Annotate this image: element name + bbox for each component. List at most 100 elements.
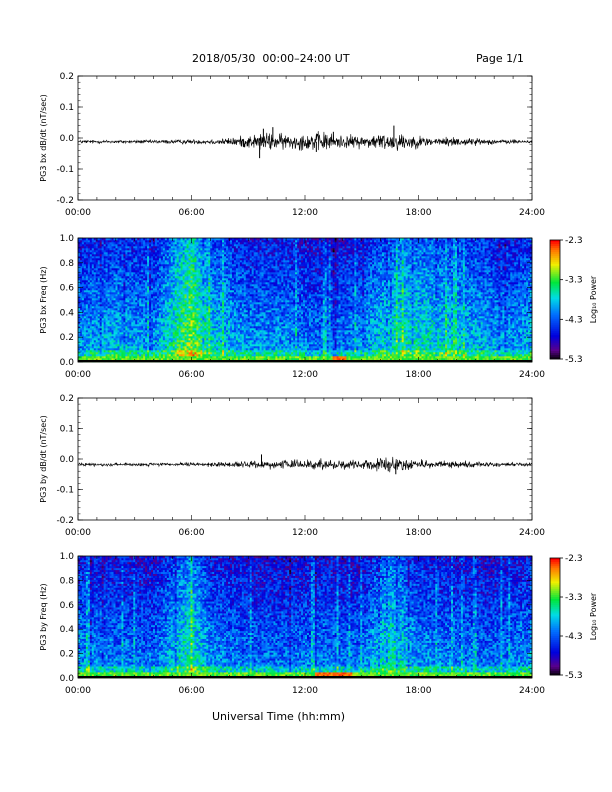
spectrogram-cell bbox=[167, 314, 169, 316]
spectrogram-cell bbox=[183, 344, 185, 346]
spectrogram-cell bbox=[100, 260, 102, 262]
spectrogram-cell bbox=[151, 282, 153, 284]
spectrogram-cell bbox=[123, 340, 125, 342]
spectrogram-cell bbox=[171, 306, 173, 308]
spectrogram-cell bbox=[216, 322, 218, 324]
spectrogram-cell bbox=[123, 246, 125, 248]
spectrogram-cell bbox=[167, 346, 169, 348]
spectrogram-cell bbox=[163, 336, 165, 338]
spectrogram-cell bbox=[135, 284, 137, 286]
spectrogram-cell bbox=[206, 282, 208, 284]
spectrogram-cell bbox=[114, 316, 116, 318]
spectrogram-cell bbox=[179, 336, 181, 338]
spectrogram-cell bbox=[165, 250, 167, 252]
spectrogram-cell bbox=[88, 306, 90, 308]
spectrogram-cell bbox=[202, 330, 204, 332]
spectrogram-cell bbox=[88, 326, 90, 328]
spectrogram-cell bbox=[98, 314, 100, 316]
spectrogram-cell bbox=[98, 312, 100, 314]
spectrogram-cell bbox=[179, 318, 181, 320]
spectrogram-cell bbox=[96, 356, 98, 358]
spectrogram-cell bbox=[108, 286, 110, 288]
spectrogram-cell bbox=[121, 290, 123, 292]
spectrogram-cell bbox=[127, 288, 129, 290]
spectrogram-cell bbox=[116, 294, 118, 296]
spectrogram-cell bbox=[169, 354, 171, 356]
spectrogram-cell bbox=[137, 300, 139, 302]
spectrogram-cell bbox=[169, 332, 171, 334]
spectrogram-cell bbox=[98, 358, 100, 360]
spectrogram-cell bbox=[230, 306, 232, 308]
spectrogram-cell bbox=[196, 316, 198, 318]
spectrogram-cell bbox=[171, 244, 173, 246]
spectrogram-cell bbox=[177, 280, 179, 282]
spectrogram-cell bbox=[145, 314, 147, 316]
spectrogram-cell bbox=[143, 282, 145, 284]
spectrogram-cell bbox=[137, 250, 139, 252]
spectrogram-cell bbox=[82, 280, 84, 282]
spectrogram-cell bbox=[181, 318, 183, 320]
spectrogram-cell bbox=[116, 246, 118, 248]
spectrogram-cell bbox=[192, 350, 194, 352]
spectrogram-cell bbox=[149, 306, 151, 308]
spectrogram-cell bbox=[133, 348, 135, 350]
spectrogram-cell bbox=[133, 338, 135, 340]
spectrogram-cell bbox=[214, 244, 216, 246]
spectrogram-cell bbox=[104, 310, 106, 312]
spectrogram-cell bbox=[204, 338, 206, 340]
spectrogram-cell bbox=[232, 330, 234, 332]
spectrogram-cell bbox=[202, 356, 204, 358]
spectrogram-cell bbox=[88, 304, 90, 306]
spectrogram-cell bbox=[216, 264, 218, 266]
spectrogram-cell bbox=[106, 274, 108, 276]
spectrogram-cell bbox=[141, 306, 143, 308]
spectrogram-cell bbox=[220, 258, 222, 260]
spectrogram-cell bbox=[173, 268, 175, 270]
spectrogram-cell bbox=[98, 276, 100, 278]
spectrogram-cell bbox=[102, 350, 104, 352]
spectrogram-cell bbox=[185, 356, 187, 358]
spectrogram-cell bbox=[133, 282, 135, 284]
spectrogram-cell bbox=[100, 298, 102, 300]
spectrogram-cell bbox=[196, 308, 198, 310]
spectrogram-cell bbox=[92, 352, 94, 354]
spectrogram-cell bbox=[82, 332, 84, 334]
spectrogram-cell bbox=[167, 320, 169, 322]
spectrogram-cell bbox=[185, 338, 187, 340]
spectrogram-cell bbox=[100, 304, 102, 306]
spectrogram-cell bbox=[112, 354, 114, 356]
spectrogram-cell bbox=[214, 260, 216, 262]
spectrogram-cell bbox=[212, 266, 214, 268]
spectrogram-cell bbox=[143, 248, 145, 250]
spectrogram-cell bbox=[123, 250, 125, 252]
spectrogram-cell bbox=[125, 354, 127, 356]
spectrogram-cell bbox=[137, 284, 139, 286]
spectrogram-cell bbox=[131, 342, 133, 344]
spectrogram-cell bbox=[155, 298, 157, 300]
spectrogram-cell bbox=[123, 258, 125, 260]
spectrogram-cell bbox=[121, 350, 123, 352]
spectrogram-cell bbox=[90, 316, 92, 318]
spectrogram-cell bbox=[127, 252, 129, 254]
spectrogram-cell bbox=[177, 300, 179, 302]
spectrogram-cell bbox=[224, 308, 226, 310]
spectrogram-cell bbox=[169, 266, 171, 268]
spectrogram-cell bbox=[147, 296, 149, 298]
spectrogram-cell bbox=[145, 308, 147, 310]
spectrogram-cell bbox=[123, 292, 125, 294]
spectrogram-cell bbox=[208, 338, 210, 340]
spectrogram-cell bbox=[135, 262, 137, 264]
spectrogram-cell bbox=[137, 314, 139, 316]
spectrogram-cell bbox=[123, 344, 125, 346]
spectrogram-cell bbox=[100, 322, 102, 324]
spectrogram-cell bbox=[88, 334, 90, 336]
spectrogram-cell bbox=[117, 264, 119, 266]
spectrogram-cell bbox=[179, 350, 181, 352]
spectrogram-cell bbox=[212, 332, 214, 334]
spectrogram-cell bbox=[218, 294, 220, 296]
spectrogram-cell bbox=[210, 284, 212, 286]
spectrogram-cell bbox=[218, 300, 220, 302]
spectrogram-cell bbox=[218, 256, 220, 258]
spectrogram-cell bbox=[102, 284, 104, 286]
spectrogram-cell bbox=[192, 338, 194, 340]
